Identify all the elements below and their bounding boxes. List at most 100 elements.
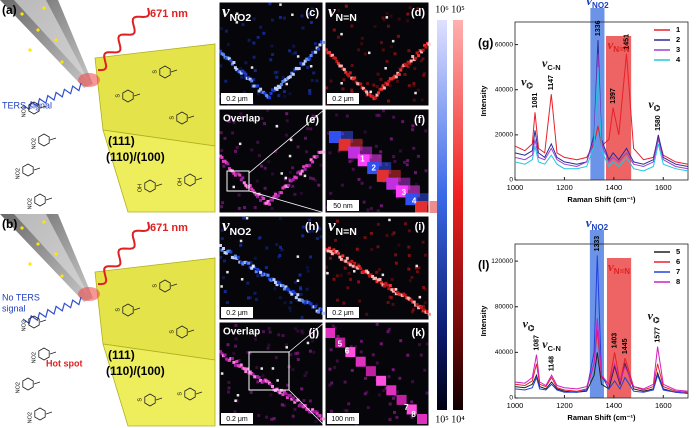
map-pixel <box>237 193 241 197</box>
map-pixel <box>311 114 315 118</box>
map-pixel <box>239 239 243 243</box>
map-pixel <box>410 275 414 279</box>
map-pixel <box>414 182 418 186</box>
bond <box>39 319 47 323</box>
tip-cone <box>0 0 93 88</box>
map-pixel <box>263 122 266 126</box>
map-pixel <box>427 201 439 213</box>
symbol: ν <box>542 337 548 351</box>
map-pixel <box>252 78 256 81</box>
map-pixel <box>410 310 414 314</box>
map-pixel <box>294 296 298 300</box>
map-pixel <box>282 79 286 83</box>
map-pixel <box>266 109 270 113</box>
map-pixel <box>310 78 314 82</box>
map-pixel <box>271 172 275 176</box>
map-pixel <box>284 285 288 289</box>
map-border <box>218 108 324 214</box>
map-pixel <box>338 255 342 259</box>
peak-label: 1333 <box>594 236 601 252</box>
substituent: NO2 <box>31 352 37 363</box>
map-pixel <box>381 84 385 88</box>
map-pixel <box>249 261 253 264</box>
subscript: NO2 <box>592 1 609 10</box>
map-pixel <box>250 148 254 152</box>
map-border <box>218 321 324 427</box>
map-pixel <box>274 356 278 360</box>
map-pixel <box>338 138 351 151</box>
map-pixel <box>278 191 282 195</box>
peak-label: 1336 <box>595 20 602 36</box>
map-pixel <box>371 353 375 357</box>
y-tick-label: 20000 <box>495 132 513 139</box>
map-pixel <box>412 84 416 88</box>
map-pixel <box>317 47 321 51</box>
map-pixel <box>278 15 282 19</box>
map-title: Overlap <box>223 114 260 125</box>
map-pixel <box>303 374 307 378</box>
map-pixel <box>420 50 424 54</box>
map-pixel <box>272 417 276 421</box>
map-pixel <box>275 242 279 246</box>
map-pixel <box>232 120 236 124</box>
map-pixel <box>397 292 401 296</box>
map-pixel <box>291 289 295 293</box>
map-pixel <box>329 11 333 15</box>
map-pixel <box>279 245 282 249</box>
map-border <box>218 1 324 107</box>
map-pixel <box>410 415 414 419</box>
map-pixel <box>382 389 386 392</box>
spectrum-line <box>514 329 689 393</box>
map-pixel <box>227 167 231 171</box>
facet-110-100 <box>102 129 216 213</box>
map-pixel <box>293 51 297 55</box>
map-pixel <box>224 29 228 33</box>
map-pixel <box>250 187 254 191</box>
map-pixel <box>224 161 228 165</box>
map-pixel <box>372 83 376 87</box>
map-pixel <box>234 399 237 402</box>
map-pixel <box>368 186 372 190</box>
map-pixel <box>333 366 337 369</box>
panel-label: (h) <box>305 221 319 233</box>
y-axis-label: Intensity <box>479 85 488 117</box>
map-pixel <box>244 370 248 374</box>
map-pixel <box>359 339 363 343</box>
y-tick-label: 120000 <box>491 258 513 265</box>
map-pixel <box>398 376 402 380</box>
map-pixel <box>257 236 261 240</box>
bond <box>133 93 141 97</box>
map-pixel <box>265 201 269 205</box>
map-pixel <box>366 208 370 212</box>
map-pixel <box>285 112 289 116</box>
map-pixel <box>336 298 340 302</box>
map-pixel <box>288 290 292 294</box>
map-pixel <box>332 248 336 252</box>
map-pixel <box>278 254 282 257</box>
map-pixel <box>375 85 379 89</box>
scale-label: 50 nm <box>333 203 353 210</box>
map-pixel <box>325 328 335 338</box>
map-pixel <box>353 261 357 265</box>
map-pixel <box>311 332 315 335</box>
map-pixel <box>387 79 391 83</box>
map-pixel <box>347 261 351 265</box>
map-pixel <box>407 245 411 249</box>
map-pixel <box>294 176 298 180</box>
map-pixel <box>296 55 300 58</box>
x-tick-label: 1000 <box>507 401 524 410</box>
map-pixel <box>220 372 224 375</box>
map-pixel <box>235 21 239 24</box>
map-pixel <box>376 245 380 249</box>
bond <box>195 391 203 395</box>
map-pixel <box>235 12 239 15</box>
map-pixel <box>378 277 382 281</box>
map-pixel <box>290 71 294 75</box>
facet-label: (111) <box>108 134 135 148</box>
map-pixel <box>288 394 292 397</box>
map-pixel <box>309 302 313 306</box>
map-pixel <box>359 350 363 354</box>
map-pixel <box>350 88 354 92</box>
x-tick-label: 1200 <box>556 401 573 410</box>
map-panel: (i) νN=N 0.2 μm <box>324 215 431 321</box>
